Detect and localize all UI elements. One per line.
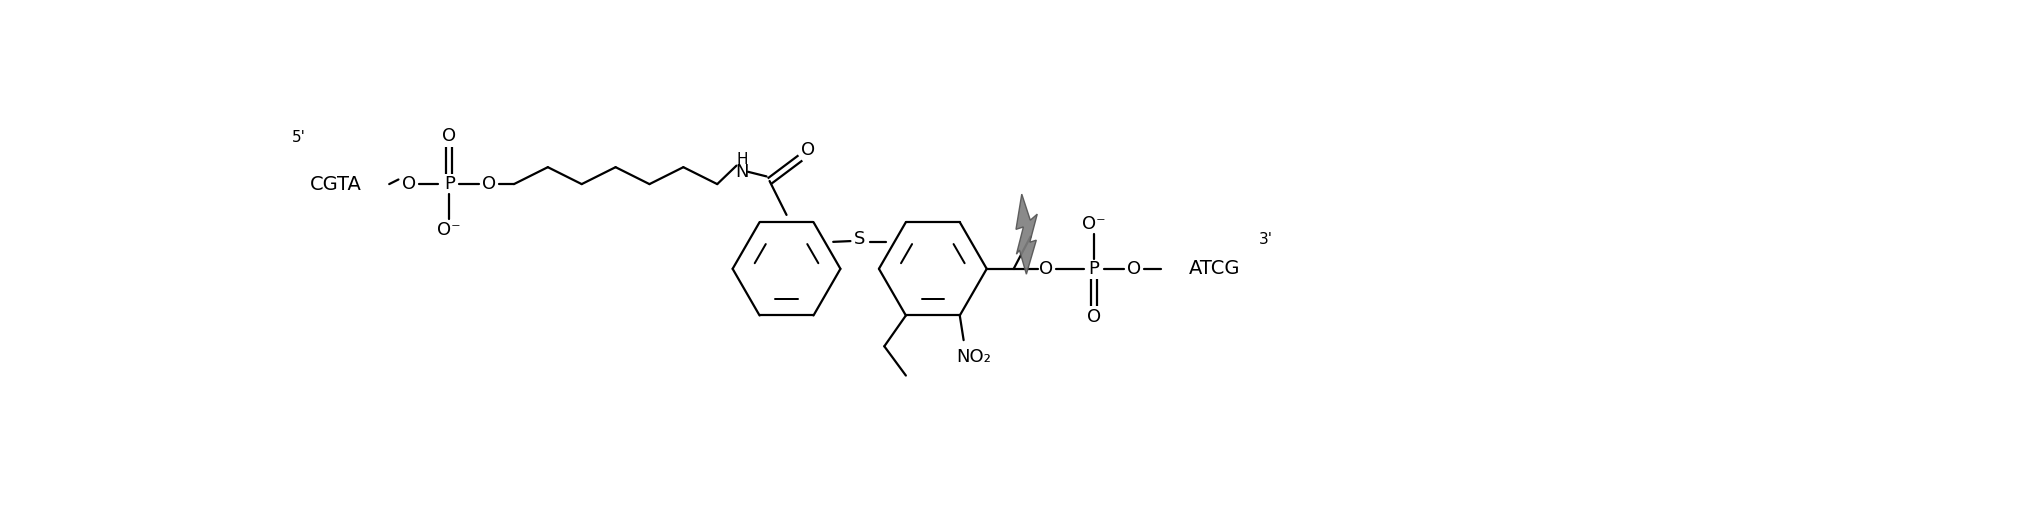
Text: 3': 3'	[1259, 232, 1274, 247]
Text: NO₂: NO₂	[956, 348, 990, 366]
Text: O⁻: O⁻	[438, 221, 461, 238]
Text: O: O	[801, 141, 815, 159]
Text: O: O	[1086, 307, 1101, 325]
Text: H: H	[736, 152, 748, 167]
Text: O: O	[401, 175, 416, 193]
Text: O: O	[483, 175, 497, 193]
Text: P: P	[1088, 260, 1098, 278]
Text: N: N	[736, 163, 748, 181]
Text: P: P	[444, 175, 454, 193]
Text: O: O	[442, 127, 457, 145]
Text: O: O	[1039, 260, 1054, 278]
Text: CGTA: CGTA	[310, 175, 363, 194]
Text: ATCG: ATCG	[1190, 259, 1241, 278]
Text: O: O	[1127, 260, 1141, 278]
Text: 5': 5'	[291, 131, 306, 145]
Polygon shape	[1017, 194, 1037, 274]
Text: S: S	[854, 230, 866, 248]
Text: O⁻: O⁻	[1082, 215, 1105, 233]
